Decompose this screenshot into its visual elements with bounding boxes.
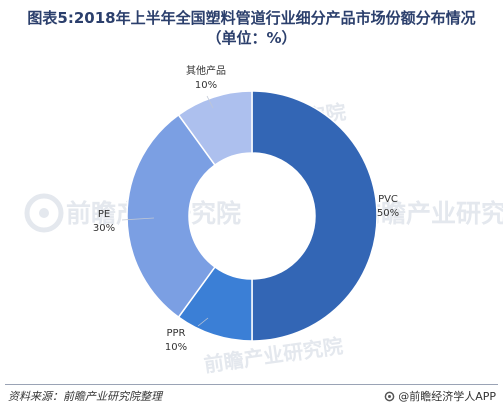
slice-pvc <box>251 90 378 342</box>
slice-label-value-pe: 30% <box>93 223 115 234</box>
donut-slices <box>126 90 378 342</box>
leader-lines <box>121 95 214 327</box>
slice-label-name-ppr: PPR <box>166 328 185 339</box>
slice-label-value-pvc: 50% <box>377 208 399 219</box>
slice-labels: PVC 50% PPR 10% PE 30% 其他产品 10% <box>93 64 399 353</box>
chart-title-line2: （单位：%） <box>206 29 297 47</box>
slice-pe <box>126 113 217 319</box>
slice-other <box>177 90 253 167</box>
leader-line-pe <box>121 217 155 221</box>
donut-chart: 前瞻产业研究院 前瞻产业研究院 前瞻产业研究院 前瞻产业研究院 PVC50%PP… <box>24 64 503 377</box>
slice-label-value-other: 10% <box>195 80 217 91</box>
watermark-right: 前瞻产业研究院 <box>356 199 503 228</box>
brand-credit: @前瞻经济学人APP <box>384 388 496 404</box>
leader-line-other <box>206 95 214 109</box>
watermark-logo-icon <box>24 193 64 233</box>
leader-line-ppr <box>197 317 209 327</box>
slice-label-value-ppr: 10% <box>165 342 187 353</box>
slice-label-name-pvc: PVC <box>378 194 398 205</box>
watermark-bottom: 前瞻产业研究院 <box>202 334 344 377</box>
chart-title-line1: 图表5:2018年上半年全国塑料管道行业细分产品市场份额分布情况 <box>27 9 476 27</box>
brand-logo-icon <box>384 391 395 401</box>
brand-text: @前瞻经济学人APP <box>398 390 496 403</box>
footer: 资料来源：前瞻产业研究院整理 @前瞻经济学人APP <box>5 384 498 405</box>
source-note: 资料来源：前瞻产业研究院整理 <box>8 390 162 403</box>
slice-label-name-pe: PE <box>98 209 110 220</box>
chart-title: 图表5:2018年上半年全国塑料管道行业细分产品市场份额分布情况 （单位：%） <box>0 8 503 48</box>
slice-label-name-other: 其他产品 <box>186 64 226 77</box>
